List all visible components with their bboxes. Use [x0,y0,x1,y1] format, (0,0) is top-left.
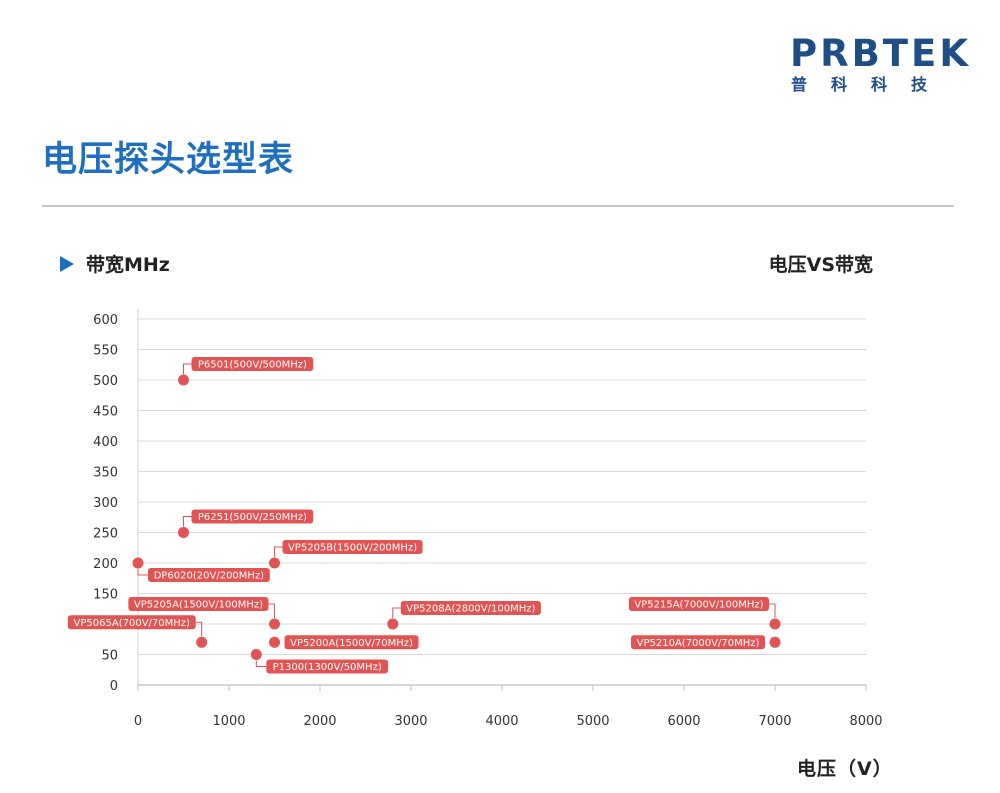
point-marker [250,649,262,660]
logo-wordmark: PRBTEK [790,32,971,75]
point-marker [196,636,208,648]
data-point: VP5205B(1500V/200MHz) [269,540,423,569]
label-leader-line [268,603,275,618]
point-label-box [631,635,765,650]
label-leader-line [392,607,401,618]
logo-chinese-name: 普科科技 [791,75,952,94]
point-label: VP5215A(7000V/100MHz) [634,600,763,611]
y-tick-label: 200 [93,557,118,572]
point-label: VP5205B(1500V/200MHz) [288,543,417,554]
y-tick-label: 550 [93,344,118,359]
x-tick-label: 3000 [394,714,427,729]
x-tick-label: 2000 [303,714,336,729]
point-marker [178,374,189,386]
y-axis-label-group: 带宽MHz [60,250,170,277]
point-label: VP5208A(2800V/100MHz) [406,604,535,615]
data-point: VP5210A(7000V/70MHz) [631,635,781,650]
data-point: P6251(500V/250MHz) [178,509,314,538]
point-label: P1300(1300V/50MHz) [273,662,382,673]
point-label-box [628,597,769,611]
point-label-box [284,635,419,650]
x-tick-label: 5000 [576,714,609,729]
point-marker [387,618,399,630]
data-point: P1300(1300V/50MHz) [250,649,389,674]
x-axis-label: 电压（V） [797,758,893,780]
point-label-box [128,597,269,611]
data-point: VP5208A(2800V/100MHz) [387,601,541,630]
data-point: VP5200A(1500V/70MHz) [269,635,419,650]
point-marker [269,636,280,648]
point-label-box [266,659,389,674]
point-marker [178,527,189,538]
point-label-box [191,509,314,524]
data-point: VP5205A(1500V/100MHz) [128,597,280,630]
y-tick-label: 300 [93,496,118,511]
label-leader-line [137,569,148,576]
label-leader-line [183,516,192,527]
point-label: VP5200A(1500V/70MHz) [290,638,413,649]
point-label: P6501(500V/500MHz) [198,360,307,371]
point-label-box [282,540,423,554]
data-point: P6501(500V/500MHz) [178,357,314,386]
y-tick-label: 250 [93,527,118,542]
point-marker [269,557,280,569]
label-leader-line [255,660,267,667]
data-point: VP5215A(7000V/100MHz) [628,597,781,630]
x-tick-label: 4000 [485,714,518,729]
brand-logo: PRBTEK 普科科技 [790,32,971,95]
point-label: P6251(500V/250MHz) [198,512,307,523]
point-marker [132,557,144,569]
triangle-right-icon [60,255,74,272]
point-label: VP5210A(7000V/70MHz) [637,638,760,649]
y-tick-label: 500 [93,374,118,389]
point-marker [769,618,781,630]
data-point: DP6020(20V/200MHz) [132,557,270,582]
label-leader-line [769,603,776,618]
point-label: VP5065A(700V/70MHz) [74,618,190,629]
point-marker [769,636,781,648]
y-tick-label: 350 [93,466,118,481]
y-tick-label: 400 [93,435,118,450]
y-tick-label: 600 [93,313,118,328]
point-label-box [148,568,270,582]
point-label-box [191,357,314,371]
label-leader-line [274,546,283,557]
x-tick-label: 7000 [758,714,791,729]
data-point-layer: P6501(500V/500MHz) P6251(500V/250MHz) VP52… [67,357,781,674]
chart-title: 电压VS带宽 [768,254,873,276]
x-tick-label: 0 [134,714,142,729]
title-divider [42,205,954,207]
data-point: VP5065A(700V/70MHz) [67,615,208,648]
point-label-box [400,601,541,615]
point-marker [269,618,280,630]
x-tick-label: 6000 [667,714,700,729]
x-tick-label: 1000 [212,714,245,729]
label-leader-line [195,621,203,637]
y-tick-label: 0 [110,679,118,694]
label-leader-line [183,363,192,374]
y-tick-label: 50 [101,649,118,664]
point-label: DP6020(20V/200MHz) [154,571,264,582]
page-title: 电压探头选型表 [42,140,295,180]
y-tick-label: 150 [93,588,118,603]
point-label-box [67,615,196,630]
point-label: VP5205A(1500V/100MHz) [134,600,263,611]
y-axis-label: 带宽MHz [86,254,170,276]
y-tick-label: 450 [93,405,118,420]
x-tick-label: 8000 [849,714,882,729]
grid-layer [138,318,866,655]
